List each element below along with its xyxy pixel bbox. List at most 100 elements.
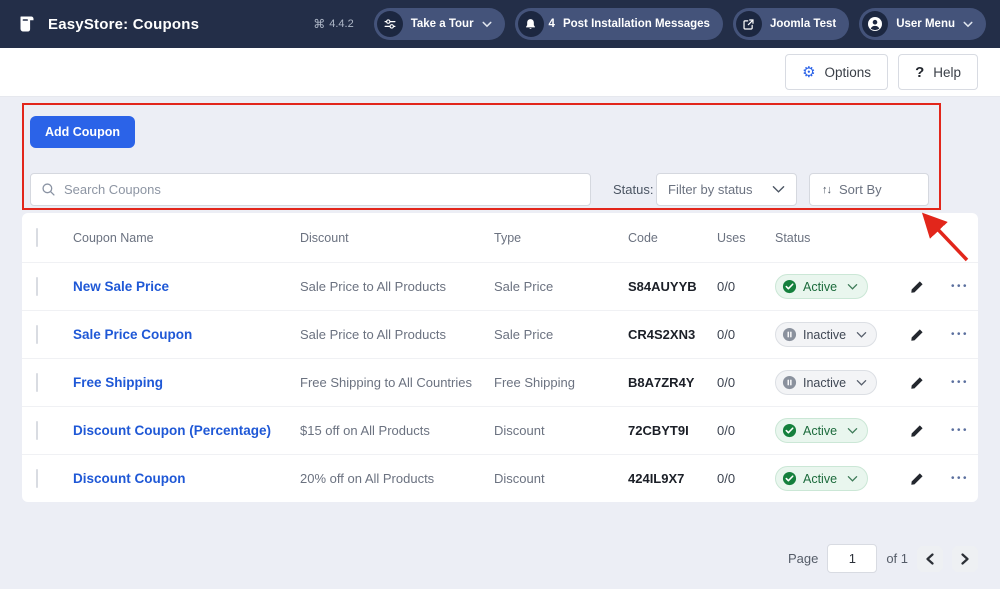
status-dropdown[interactable]: Active [775, 466, 869, 491]
row-checkbox[interactable] [36, 324, 38, 344]
coupon-type: Discount [494, 471, 545, 486]
chevron-down-icon [772, 186, 785, 193]
bell-icon [517, 11, 544, 37]
column-header-discount: Discount [300, 230, 349, 245]
table-row: Discount Coupon 20% off on All Products … [22, 454, 978, 502]
coupon-uses: 0/0 [717, 327, 736, 342]
select-all-checkbox[interactable] [36, 227, 38, 247]
more-actions-button[interactable]: ••• [950, 425, 969, 436]
check-circle-icon [782, 279, 797, 294]
search-box [30, 173, 591, 206]
status-label: Inactive [803, 375, 847, 390]
table-row: New Sale Price Sale Price to All Product… [22, 262, 978, 310]
coupon-type: Sale Price [494, 327, 554, 342]
edit-icon[interactable] [892, 328, 942, 342]
check-circle-icon [782, 471, 797, 486]
easystore-logo-icon [20, 16, 34, 32]
coupon-code: CR4S2XN3 [628, 327, 696, 342]
user-icon [862, 11, 889, 37]
joomla-version: ⌘ 4.4.2 [313, 17, 353, 31]
app-header: EasyStore: Coupons ⌘ 4.4.2 Take a Tour 4… [0, 0, 1000, 48]
joomla-test-button[interactable]: Joomla Test [732, 8, 850, 40]
coupon-name-link[interactable]: Free Shipping [73, 375, 164, 390]
edit-icon[interactable] [892, 376, 942, 390]
gear-icon: ⚙ [802, 63, 816, 81]
row-checkbox[interactable] [36, 276, 38, 296]
coupon-name-link[interactable]: Discount Coupon [73, 471, 186, 486]
coupon-name-link[interactable]: New Sale Price [73, 279, 170, 294]
coupon-uses: 0/0 [717, 471, 736, 486]
coupon-type: Sale Price [494, 279, 554, 294]
options-button[interactable]: ⚙ Options [785, 54, 889, 90]
table-row: Sale Price Coupon Sale Price to All Prod… [22, 310, 978, 358]
status-dropdown[interactable]: Inactive [775, 370, 878, 395]
filter-panel: Add Coupon Status: Filter by status ↑↓ S… [22, 103, 941, 210]
help-label: Help [933, 64, 961, 80]
sort-by-select[interactable]: ↑↓ Sort By [809, 173, 929, 206]
search-input[interactable] [64, 182, 580, 197]
row-checkbox[interactable] [36, 420, 38, 440]
app-logo: EasyStore: Coupons [16, 13, 199, 35]
question-mark-icon: ? [915, 63, 925, 81]
pause-circle-icon [782, 375, 797, 390]
coupon-discount: $15 off on All Products [300, 423, 430, 438]
more-actions-button[interactable]: ••• [950, 473, 969, 484]
chevron-down-icon [847, 475, 858, 483]
column-header-status: Status [775, 230, 811, 245]
edit-icon[interactable] [892, 472, 942, 486]
user-menu-button[interactable]: User Menu [859, 8, 986, 40]
page-of-label: of 1 [886, 551, 908, 566]
external-link-icon [735, 11, 762, 37]
previous-page-button[interactable] [917, 545, 943, 572]
status-label: Active [803, 423, 838, 438]
row-checkbox[interactable] [36, 468, 38, 488]
chevron-down-icon [856, 379, 867, 387]
row-checkbox[interactable] [36, 372, 38, 392]
pause-circle-icon [782, 327, 797, 342]
chevron-down-icon [847, 283, 858, 291]
page-label: Page [787, 551, 819, 566]
coupon-code: 72CBYT9I [628, 423, 689, 438]
main-content: Add Coupon Status: Filter by status ↑↓ S… [0, 97, 1000, 589]
more-actions-button[interactable]: ••• [950, 329, 969, 340]
status-dropdown[interactable]: Active [775, 274, 869, 299]
version-number: 4.4.2 [329, 18, 354, 30]
column-header-type: Type [494, 230, 522, 245]
joomla-test-label: Joomla Test [769, 18, 837, 30]
status-dropdown[interactable]: Active [775, 418, 869, 443]
next-page-button[interactable] [952, 545, 978, 572]
add-coupon-button[interactable]: Add Coupon [30, 116, 135, 148]
status-label: Inactive [803, 327, 847, 342]
column-header-coupon-name: Coupon Name [73, 230, 154, 245]
coupon-type: Discount [494, 423, 545, 438]
coupon-name-link[interactable]: Sale Price Coupon [73, 327, 193, 342]
chevron-down-icon [856, 331, 867, 339]
post-installation-messages-button[interactable]: 4 Post Installation Messages [514, 8, 723, 40]
status-filter-select[interactable]: Filter by status [656, 173, 797, 206]
edit-icon[interactable] [892, 424, 942, 438]
coupon-code: B8A7ZR4Y [628, 375, 695, 390]
status-label: Active [803, 279, 838, 294]
page-number-input[interactable] [827, 544, 878, 573]
messages-count-badge: 4 [548, 18, 555, 30]
coupon-name-link[interactable]: Discount Coupon (Percentage) [73, 423, 272, 438]
more-actions-button[interactable]: ••• [950, 377, 969, 388]
options-label: Options [824, 64, 872, 80]
coupons-table: Coupon Name Discount Type Code Uses Stat… [22, 213, 978, 502]
take-a-tour-label: Take a Tour [410, 18, 474, 30]
status-filter-label: Status: [613, 182, 654, 197]
status-dropdown[interactable]: Inactive [775, 322, 878, 347]
table-row: Discount Coupon (Percentage) $15 off on … [22, 406, 978, 454]
coupon-discount: 20% off on All Products [300, 471, 435, 486]
chevron-left-icon [926, 552, 934, 565]
messages-label: Post Installation Messages [562, 18, 710, 30]
admin-toolbar: ⚙ Options ? Help [0, 48, 1000, 97]
table-row: Free Shipping Free Shipping to All Count… [22, 358, 978, 406]
more-actions-button[interactable]: ••• [950, 281, 969, 292]
chevron-right-icon [961, 552, 969, 565]
coupon-discount: Sale Price to All Products [300, 327, 446, 342]
edit-icon[interactable] [892, 280, 942, 294]
take-a-tour-button[interactable]: Take a Tour [373, 8, 505, 40]
sort-arrows-icon: ↑↓ [822, 183, 832, 196]
help-button[interactable]: ? Help [898, 54, 978, 90]
